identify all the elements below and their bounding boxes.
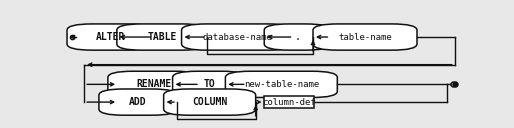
FancyBboxPatch shape bbox=[225, 71, 337, 97]
Text: column-def: column-def bbox=[263, 98, 316, 107]
FancyBboxPatch shape bbox=[173, 71, 247, 97]
FancyBboxPatch shape bbox=[108, 71, 200, 97]
FancyBboxPatch shape bbox=[313, 24, 417, 50]
Text: COLUMN: COLUMN bbox=[192, 97, 227, 107]
FancyBboxPatch shape bbox=[181, 24, 293, 50]
Text: TO: TO bbox=[204, 79, 215, 89]
Text: ADD: ADD bbox=[129, 97, 147, 107]
Text: ALTER: ALTER bbox=[96, 32, 125, 42]
Text: RENAME: RENAME bbox=[136, 79, 172, 89]
Text: .: . bbox=[295, 32, 300, 42]
FancyBboxPatch shape bbox=[99, 89, 177, 115]
Text: database-name: database-name bbox=[203, 33, 272, 42]
FancyBboxPatch shape bbox=[117, 24, 207, 50]
Text: table-name: table-name bbox=[338, 33, 392, 42]
Text: TABLE: TABLE bbox=[147, 32, 176, 42]
Text: new-table-name: new-table-name bbox=[244, 80, 319, 89]
FancyBboxPatch shape bbox=[264, 24, 331, 50]
FancyBboxPatch shape bbox=[163, 89, 255, 115]
FancyBboxPatch shape bbox=[67, 24, 153, 50]
FancyBboxPatch shape bbox=[264, 96, 314, 108]
